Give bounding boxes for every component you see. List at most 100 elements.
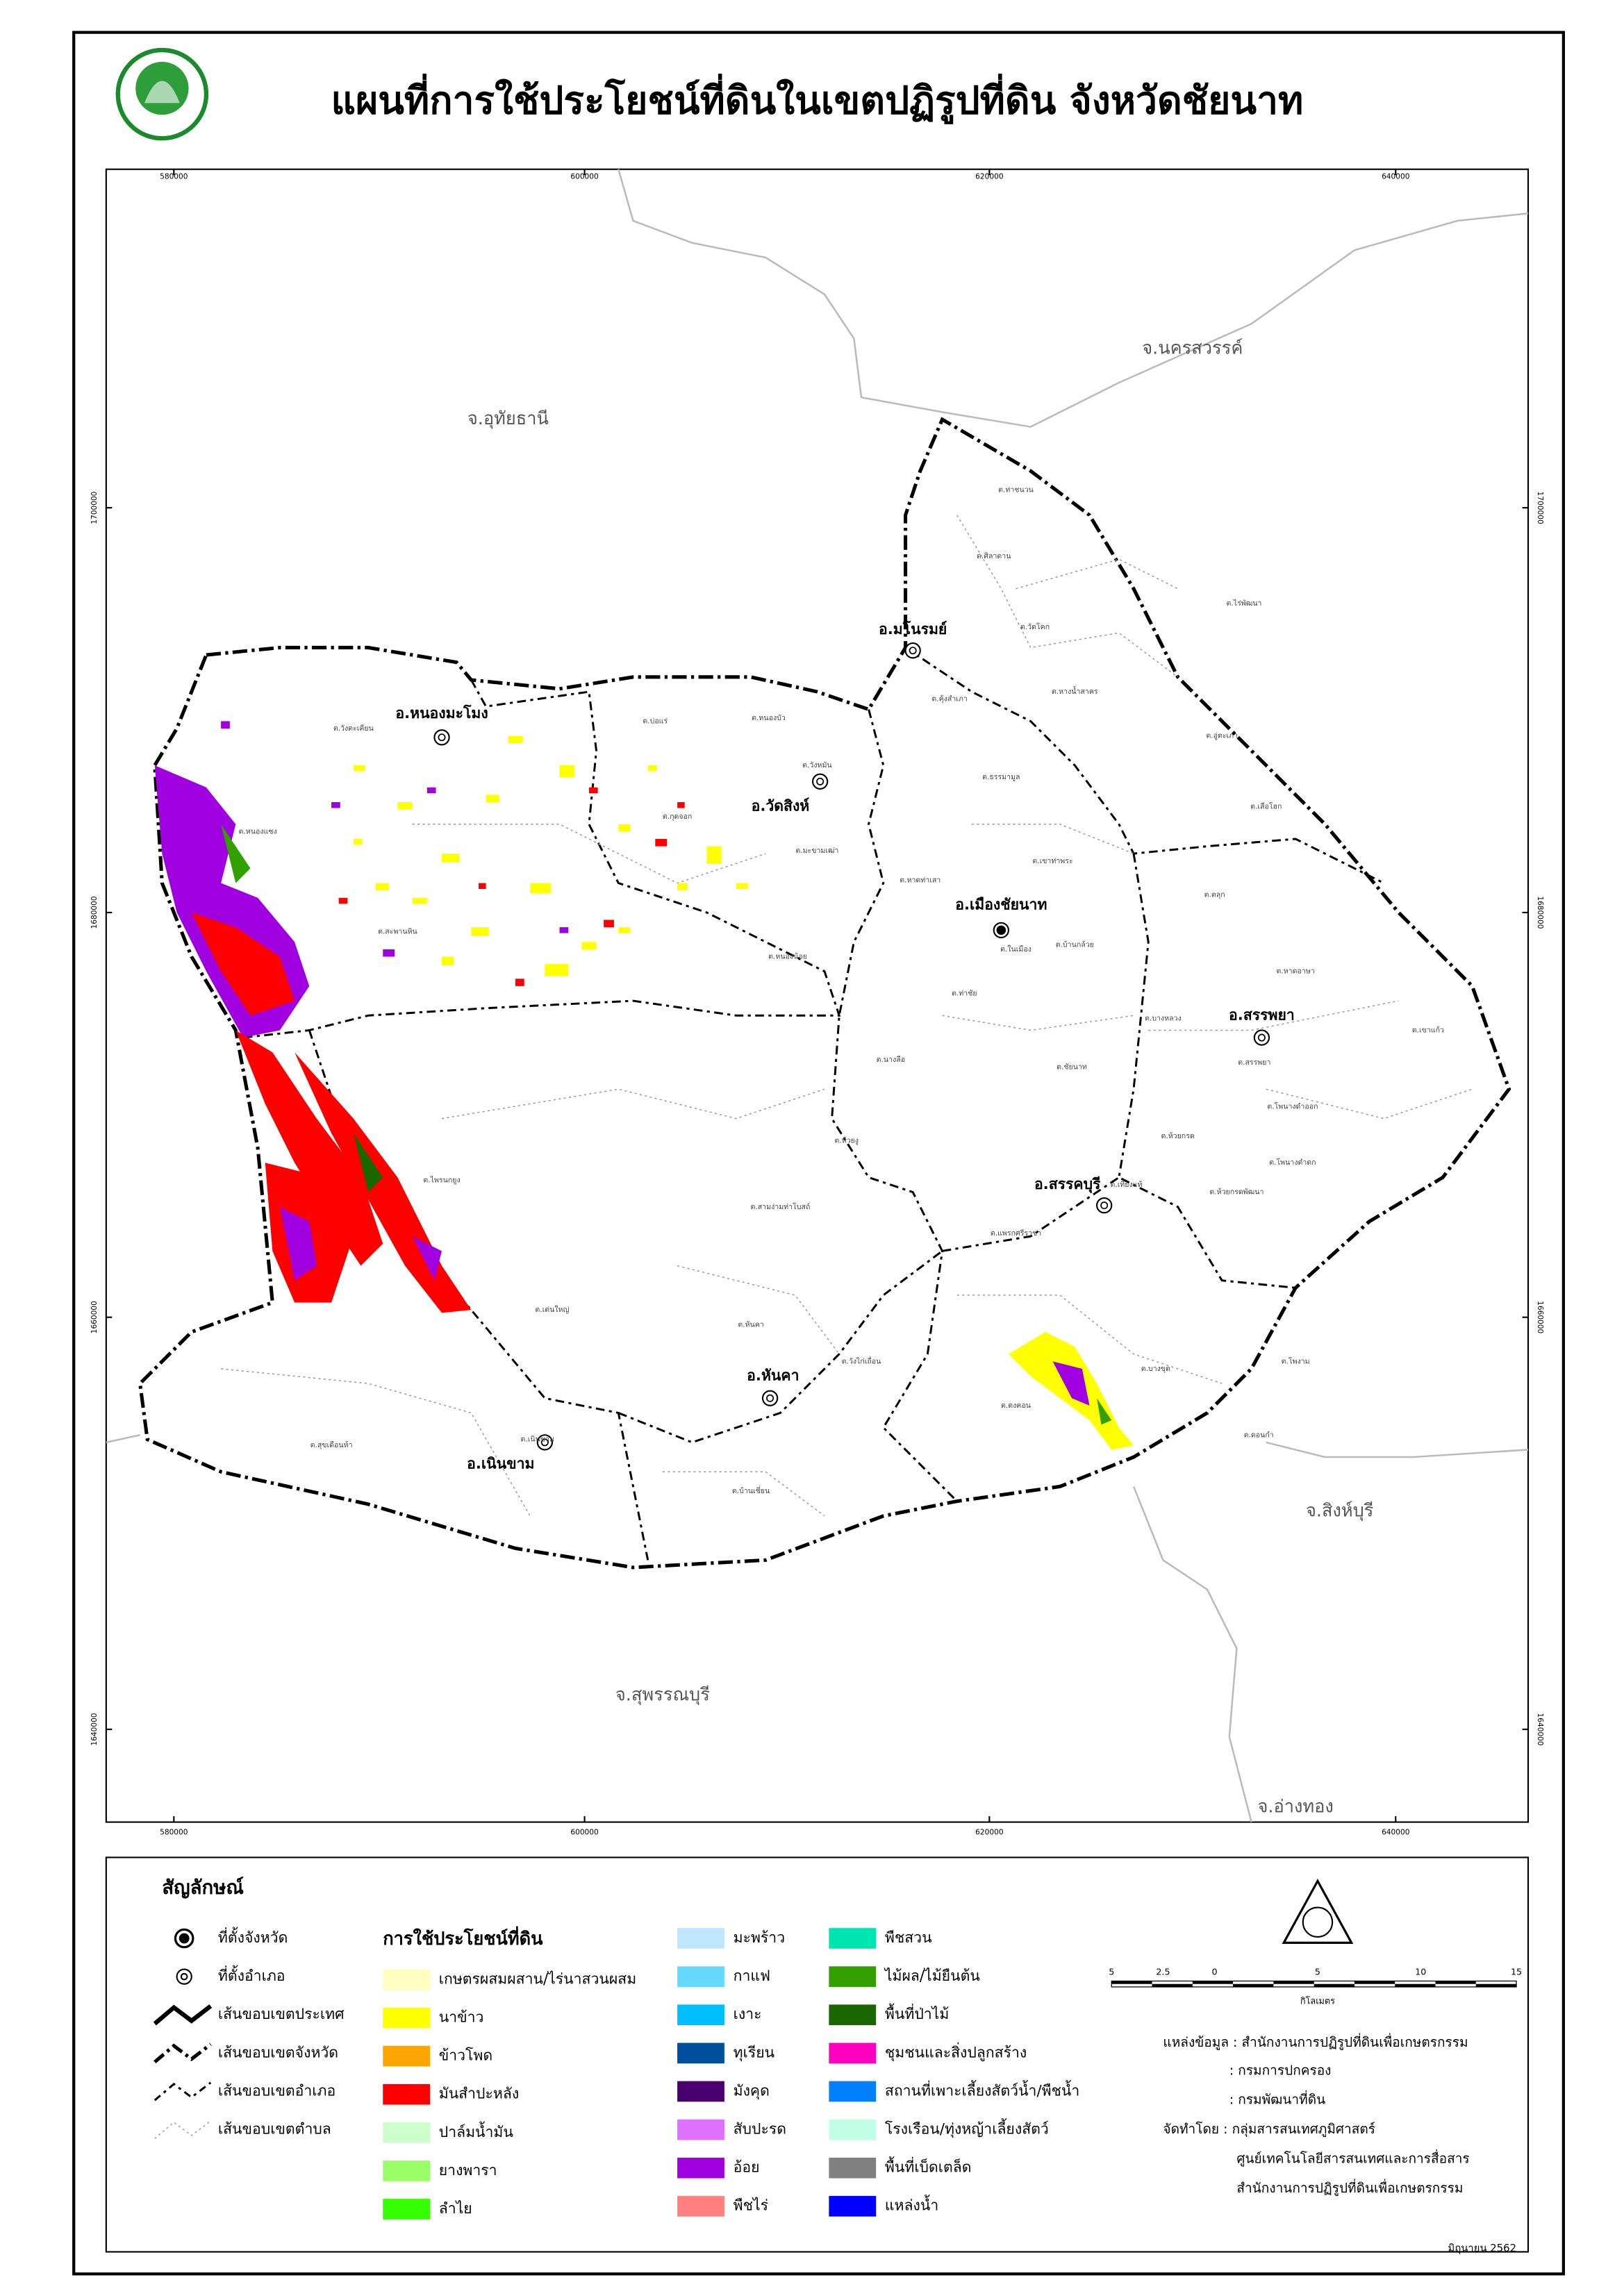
legend-label: เส้นขอบเขตอำเภอ xyxy=(218,2081,335,2099)
scale-tick-label: 15 xyxy=(1511,1966,1522,1977)
subdistrict-label: ต.สรรพยา xyxy=(1238,1058,1270,1067)
coord-x-label: 640000 xyxy=(1382,172,1410,181)
subdistrict-label: ต.บ้านเชี่ยน xyxy=(732,1486,770,1495)
subdistrict-label: ต.ดอนกำ xyxy=(1244,1431,1274,1439)
subdistrict-label: ต.เขาแก้ว xyxy=(1412,1026,1444,1034)
province-seat-symbol xyxy=(996,925,1006,935)
legend-line xyxy=(154,2120,211,2139)
coord-x-label: 600000 xyxy=(570,172,599,181)
subdistrict-label: ต.ดงคอน xyxy=(1001,1401,1031,1410)
legend-swatch xyxy=(677,1966,724,1987)
subdistrict-label: ต.ท่าชัย xyxy=(952,989,977,997)
legend-label: อ้อย xyxy=(734,2158,760,2176)
credit-line: : กรมการปกครอง xyxy=(1229,2063,1332,2078)
legend-label: แหล่งน้ำ xyxy=(885,2195,938,2214)
legend-label: เส้นขอบเขตประเทศ xyxy=(218,2005,345,2022)
province-boundary xyxy=(138,417,1511,1570)
legend-swatch xyxy=(829,2119,877,2140)
sheet-border xyxy=(72,31,1565,2276)
coord-x-label: 600000 xyxy=(570,1828,599,1836)
subdistrict-label: ต.วังหมัน xyxy=(802,761,832,770)
coord-y-label: 1680000 xyxy=(90,896,99,929)
legend-swatch xyxy=(383,1969,431,1990)
subdistrict-boundaries xyxy=(221,515,1473,1517)
subdistrict-label: ต.สุขเดือนห้า xyxy=(310,1440,353,1449)
subdistrict-label: ต.หนองน้อย xyxy=(768,953,807,961)
subdistrict-label: ต.เนินขาม xyxy=(521,1436,554,1444)
subdistrict-label: ต.ธรรมามูล xyxy=(982,773,1020,781)
legend-swatch xyxy=(829,1966,877,1987)
subdistrict-label: ต.ไพรนกยูง xyxy=(423,1176,460,1185)
district-label: อ.สรรพยา xyxy=(1229,1006,1295,1023)
subdistrict-label: ต.วังไก่เถื่อน xyxy=(842,1356,881,1365)
subdistrict-label: ต.หาดอาษา xyxy=(1277,967,1315,976)
subdistrict-label: ต.บ้านกล้วย xyxy=(1056,941,1094,949)
legend-swatch xyxy=(829,1928,877,1949)
scale-bar-segment xyxy=(1314,1983,1354,1987)
subdistrict-label: ต.หางน้ำสาคร xyxy=(1052,685,1098,696)
scale-bar-segment xyxy=(1354,1981,1395,1984)
subdistrict-label: ต.บางขุด xyxy=(1141,1365,1170,1373)
subdistrict-label: ต.ห้วยงู xyxy=(835,1136,859,1145)
legend-swatch xyxy=(829,2004,877,2026)
credit-line: จัดทำโดย : กลุ่มสารสนเทศภูมิศาสตร์ xyxy=(1163,2121,1375,2138)
neighbor-boundaries xyxy=(106,169,1529,1822)
district-symbol xyxy=(1096,1197,1113,1214)
scale-unit: กิโลเมตร xyxy=(1300,1996,1335,2006)
legend-label: ข้าวโพด xyxy=(439,2047,492,2064)
district-symbol-inner xyxy=(766,1394,774,1402)
legend-label: ทุเรียน xyxy=(734,2043,775,2061)
legend-swatch xyxy=(829,2195,877,2217)
credit-line: แหล่งข้อมูล : สำนักงานการปฏิรูปที่ดินเพื… xyxy=(1163,2033,1468,2050)
legend-label: เส้นขอบเขตจังหวัด xyxy=(218,2043,338,2061)
legend-icon xyxy=(176,1968,192,1985)
land-use-patches xyxy=(154,721,1134,1450)
subdistrict-label: ต.ศิลาดาน xyxy=(977,552,1011,560)
date: มิถุนายน 2562 xyxy=(1448,2243,1517,2254)
legend-swatch xyxy=(677,2004,724,2026)
subdistrict-label: ต.ห้วยกรดพัฒนา xyxy=(1209,1188,1263,1197)
province-label: จ.นครสวรรค์ xyxy=(1142,337,1243,358)
subdistrict-label: ต.อู่ตะเภา xyxy=(1206,732,1238,740)
subdistrict-label: ต.เสือโฮก xyxy=(1250,801,1282,810)
scale-tick-label: 2.5 xyxy=(1156,1966,1170,1977)
legend-label: ชุมชนและสิ่งปลูกสร้าง xyxy=(885,2042,1027,2061)
coord-y-label: 1640000 xyxy=(1536,1713,1544,1746)
province-label: จ.สิงห์บุรี xyxy=(1306,1499,1373,1521)
map-labels: จ.อุทัยธานี จ.นครสวรรค์จ.สิงห์บุรีจ.สุพรร… xyxy=(239,337,1444,1816)
legend-label: เงาะ xyxy=(734,2005,762,2022)
scale-bar-segment xyxy=(1152,1983,1193,1987)
district-label: อ.มโนรมย์ xyxy=(879,620,947,638)
subdistrict-label: ต.เขาท่าพระ xyxy=(1032,857,1072,865)
legend-label: พืชสวน xyxy=(885,1929,932,1946)
province-label: จ.สุพรรณบุรี xyxy=(615,1683,710,1705)
subdistrict-label: ต.ไร่พัฒนา xyxy=(1227,599,1262,608)
subdistrict-label: ต.ชัยนาท xyxy=(1057,1063,1087,1071)
coord-y-label: 1700000 xyxy=(1536,492,1544,524)
legend-label: สถานที่เพาะเลี้ยงสัตว์น้ำ/พืชน้ำ xyxy=(885,2079,1079,2099)
district-label: อ.เนินขาม xyxy=(467,1455,534,1472)
coord-x-label: 580000 xyxy=(160,1828,188,1836)
district-symbol xyxy=(812,773,829,790)
legend-label: ปาล์มน้ำมัน xyxy=(439,2121,513,2140)
district-label: อ.หนองมะโมง xyxy=(395,704,488,722)
legend-swatch xyxy=(829,2157,877,2179)
district-symbol-inner xyxy=(438,733,446,742)
subdistrict-label: ต.บางหลวง xyxy=(1145,1015,1182,1023)
subdistrict-label: ต.สะพานหิน xyxy=(378,927,417,935)
legend-icon xyxy=(179,1933,190,1944)
subdistrict-label: ต.มะขามเฒ่า xyxy=(795,847,838,855)
legend-icon xyxy=(180,1972,188,1981)
legend-label: นาข้าว xyxy=(439,2008,484,2025)
subdistrict-label: ต.ท่าชนวน xyxy=(998,486,1034,494)
legend-label: มังคุด xyxy=(734,2081,770,2099)
north-arrow xyxy=(1282,1879,1354,1944)
scale-tick-label: 0 xyxy=(1212,1966,1218,1977)
subdistrict-label: ต.ห้วยกรด xyxy=(1161,1132,1194,1140)
district-symbol-inner xyxy=(909,647,917,655)
scale-bar-segment xyxy=(1395,1983,1436,1987)
province-label: จ.อ่างทอง xyxy=(1257,1795,1333,1816)
title: แผนที่การใช้ประโยชน์ที่ดินในเขตปฏิรูปที่… xyxy=(331,73,1303,124)
legend-label: พื้นที่ป่าไม้ xyxy=(885,2003,949,2022)
subdistrict-label: ต.แพรกศรีราชา xyxy=(991,1229,1041,1238)
